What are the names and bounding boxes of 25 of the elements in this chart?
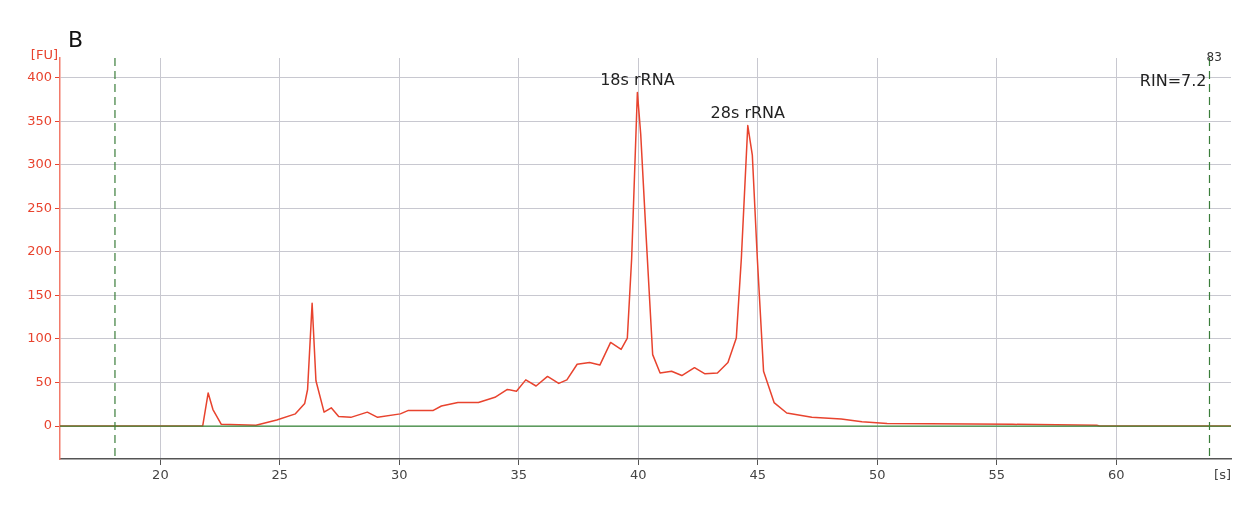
y-tick-label: 300 bbox=[27, 156, 52, 172]
x-tick-label: 55 bbox=[988, 467, 1006, 483]
y-tick-label: 100 bbox=[27, 330, 52, 346]
y-tick-label: 50 bbox=[35, 373, 52, 389]
y-tick-label: 350 bbox=[27, 112, 52, 128]
y-tick-label: 200 bbox=[27, 243, 52, 259]
annotation: RIN=7.2 bbox=[1139, 71, 1207, 91]
y-tick-label: 0 bbox=[43, 417, 52, 433]
annotation: 83 bbox=[1206, 50, 1222, 65]
x-tick-label: 50 bbox=[869, 467, 886, 483]
y-tick-label: 400 bbox=[27, 68, 52, 84]
x-tick-label: 60 bbox=[1108, 467, 1125, 483]
x-axis-title: [s] bbox=[1214, 466, 1231, 482]
x-tick-label: 35 bbox=[510, 467, 528, 483]
y-axis-title: [FU] bbox=[30, 46, 58, 62]
x-tick-label: 45 bbox=[749, 467, 767, 483]
y-tick-label: 150 bbox=[27, 286, 52, 302]
annotation: 28s rRNA bbox=[710, 102, 786, 122]
x-tick-label: 40 bbox=[630, 467, 647, 483]
x-tick-label: 30 bbox=[391, 467, 408, 483]
x-tick-label: 25 bbox=[271, 467, 289, 483]
x-tick-label: 20 bbox=[152, 467, 169, 483]
chart-title: B bbox=[68, 26, 84, 52]
annotation: 18s rRNA bbox=[600, 69, 675, 89]
y-tick-label: 250 bbox=[27, 199, 52, 215]
